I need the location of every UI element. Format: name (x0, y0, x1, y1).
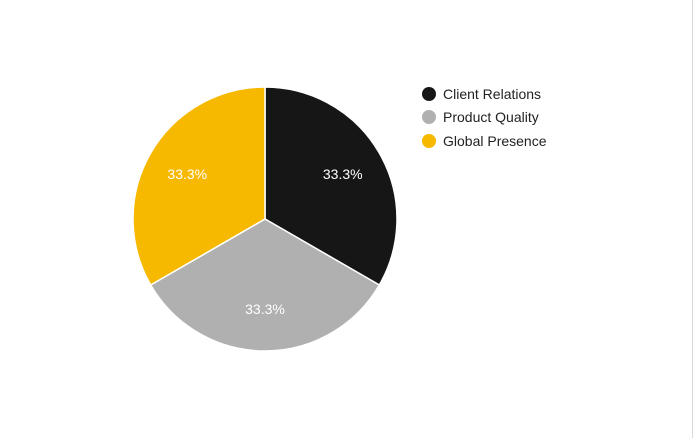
data-label-client-relations: 33.3% (323, 166, 363, 182)
legend-swatch-global-presence (422, 133, 436, 148)
legend-swatch-client-relations (422, 86, 436, 101)
data-label-global-presence: 33.3% (167, 166, 207, 182)
pie-data-labels: 33.3% 33.3% 33.3% (167, 166, 362, 317)
data-label-product-quality: 33.3% (245, 301, 285, 317)
legend-label: Client Relations (443, 85, 542, 102)
legend-label: Global Presence (443, 132, 547, 149)
pie-slices (132, 86, 398, 352)
pie-slice-product-quality[interactable] (149, 218, 381, 352)
legend: Client Relations Product Quality Global … (422, 82, 547, 153)
legend-swatch-product-quality (422, 110, 436, 125)
pie-slice-client-relations[interactable] (264, 86, 398, 287)
legend-label: Product Quality (443, 109, 539, 126)
pie-slice-global-presence[interactable] (132, 86, 266, 287)
legend-item-global-presence[interactable]: Global Presence (422, 129, 547, 153)
legend-item-client-relations[interactable]: Client Relations (422, 82, 547, 106)
legend-item-product-quality[interactable]: Product Quality (422, 106, 547, 130)
